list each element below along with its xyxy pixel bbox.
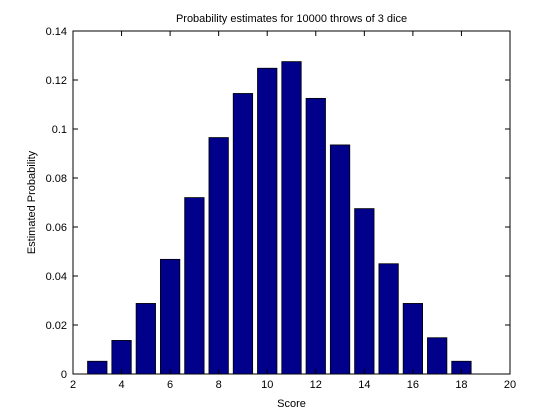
x-tick-label: 20 [504,379,516,391]
bar-score-11 [281,61,302,375]
bar-score-6 [159,258,181,375]
bar-score-8 [208,137,229,375]
bar-score-3 [87,360,108,375]
x-tick-label: 16 [407,379,419,391]
bar-score-13 [329,144,351,375]
y-tick-label: 0.1 [52,124,67,136]
y-axis-label: Estimated Probability [26,150,38,254]
bar-score-7 [184,197,205,375]
x-tick-label: 8 [216,379,222,391]
bar-score-15 [378,263,399,375]
x-tick-label: 10 [261,379,273,391]
x-tick-label: 2 [70,379,76,391]
y-tick-label: 0.04 [46,271,67,283]
y-tick-label: 0.12 [46,75,67,87]
y-tick-label: 0.02 [46,320,67,332]
y-tick-label: 0.14 [46,26,67,38]
chart-title: Probability estimates for 10000 throws o… [176,13,407,25]
x-tick-label: 12 [310,379,322,391]
bar-score-14 [354,208,375,375]
bar-score-5 [135,303,156,375]
bar-score-17 [427,337,448,375]
bar-score-4 [111,340,132,375]
x-tick-label: 14 [358,379,370,391]
y-tick-label: 0.08 [46,173,67,185]
y-tick-label: 0 [61,369,67,381]
bar-score-9 [232,93,254,375]
y-tick-label: 0.06 [46,222,67,234]
bar-score-10 [257,67,278,375]
x-tick-label: 6 [167,379,173,391]
bar-score-12 [305,97,326,375]
plot-area: 2 4 6 8 10 12 14 16 18 20 0 0.02 0.04 0.06 0.08 0.1 0.12… [46,26,517,391]
x-axis-label: Score [277,398,306,410]
x-tick-label: 4 [118,379,124,391]
bar-score-16 [402,303,423,375]
x-tick-label: 18 [455,379,467,391]
